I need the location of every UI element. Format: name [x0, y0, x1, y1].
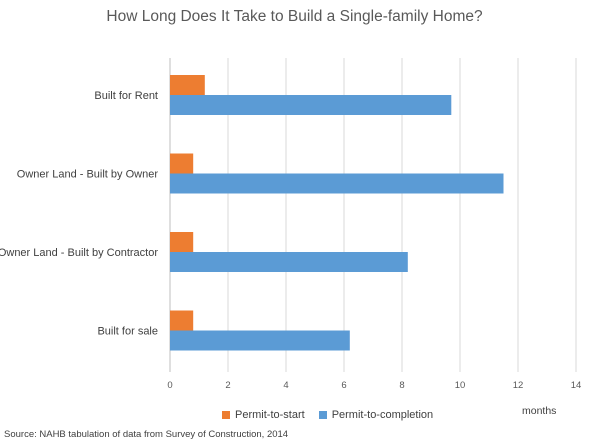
x-tick-label: 6 [341, 380, 346, 391]
chart-title: How Long Does It Take to Build a Single-… [106, 8, 483, 25]
x-tick-labels: 0 2 4 6 8 10 12 14 [167, 380, 581, 391]
legend-swatch-permit-to-completion [318, 411, 327, 419]
bar-permit-to-completion [170, 173, 504, 194]
x-tick-label: 4 [283, 380, 288, 391]
x-tick-label: 2 [225, 380, 230, 391]
category-label: Owner Land - Built by Owner [17, 169, 159, 181]
x-tick-label: 8 [399, 380, 404, 391]
legend-label-permit-to-completion: Permit-to-completion [331, 409, 434, 421]
chart-plot: Built for Rent Owner Land - Built by Owne… [0, 58, 581, 391]
source-note: Source: NAHB tabulation of data from Sur… [4, 429, 289, 440]
bar-permit-to-completion [170, 252, 408, 272]
category-labels: Built for Rent Owner Land - Built by Owne… [0, 90, 158, 338]
category-label: Built for sale [97, 326, 158, 338]
x-tick-label: 0 [167, 380, 172, 391]
legend-item-permit-to-start: Permit-to-start [222, 409, 305, 421]
x-axis-unit-label: months [522, 405, 557, 417]
x-tick-label: 12 [513, 380, 524, 391]
bars [170, 75, 504, 351]
legend-swatch-permit-to-start [222, 411, 230, 419]
bar-permit-to-completion [170, 330, 350, 351]
grid-lines [169, 58, 577, 372]
bar-permit-to-start [170, 153, 194, 174]
legend-item-permit-to-completion: Permit-to-completion [318, 409, 434, 421]
x-tick-label: 14 [571, 380, 582, 391]
legend-label-permit-to-start: Permit-to-start [235, 409, 305, 421]
bar-permit-to-completion [170, 95, 452, 115]
bar-permit-to-start [170, 75, 205, 95]
legend: Permit-to-start Permit-to-completion [222, 409, 433, 421]
category-label: Owner Land - Built by Contractor [0, 247, 158, 259]
bar-permit-to-start [170, 310, 194, 331]
bar-permit-to-start [170, 232, 194, 252]
category-label: Built for Rent [94, 90, 158, 102]
x-tick-label: 10 [455, 380, 466, 391]
